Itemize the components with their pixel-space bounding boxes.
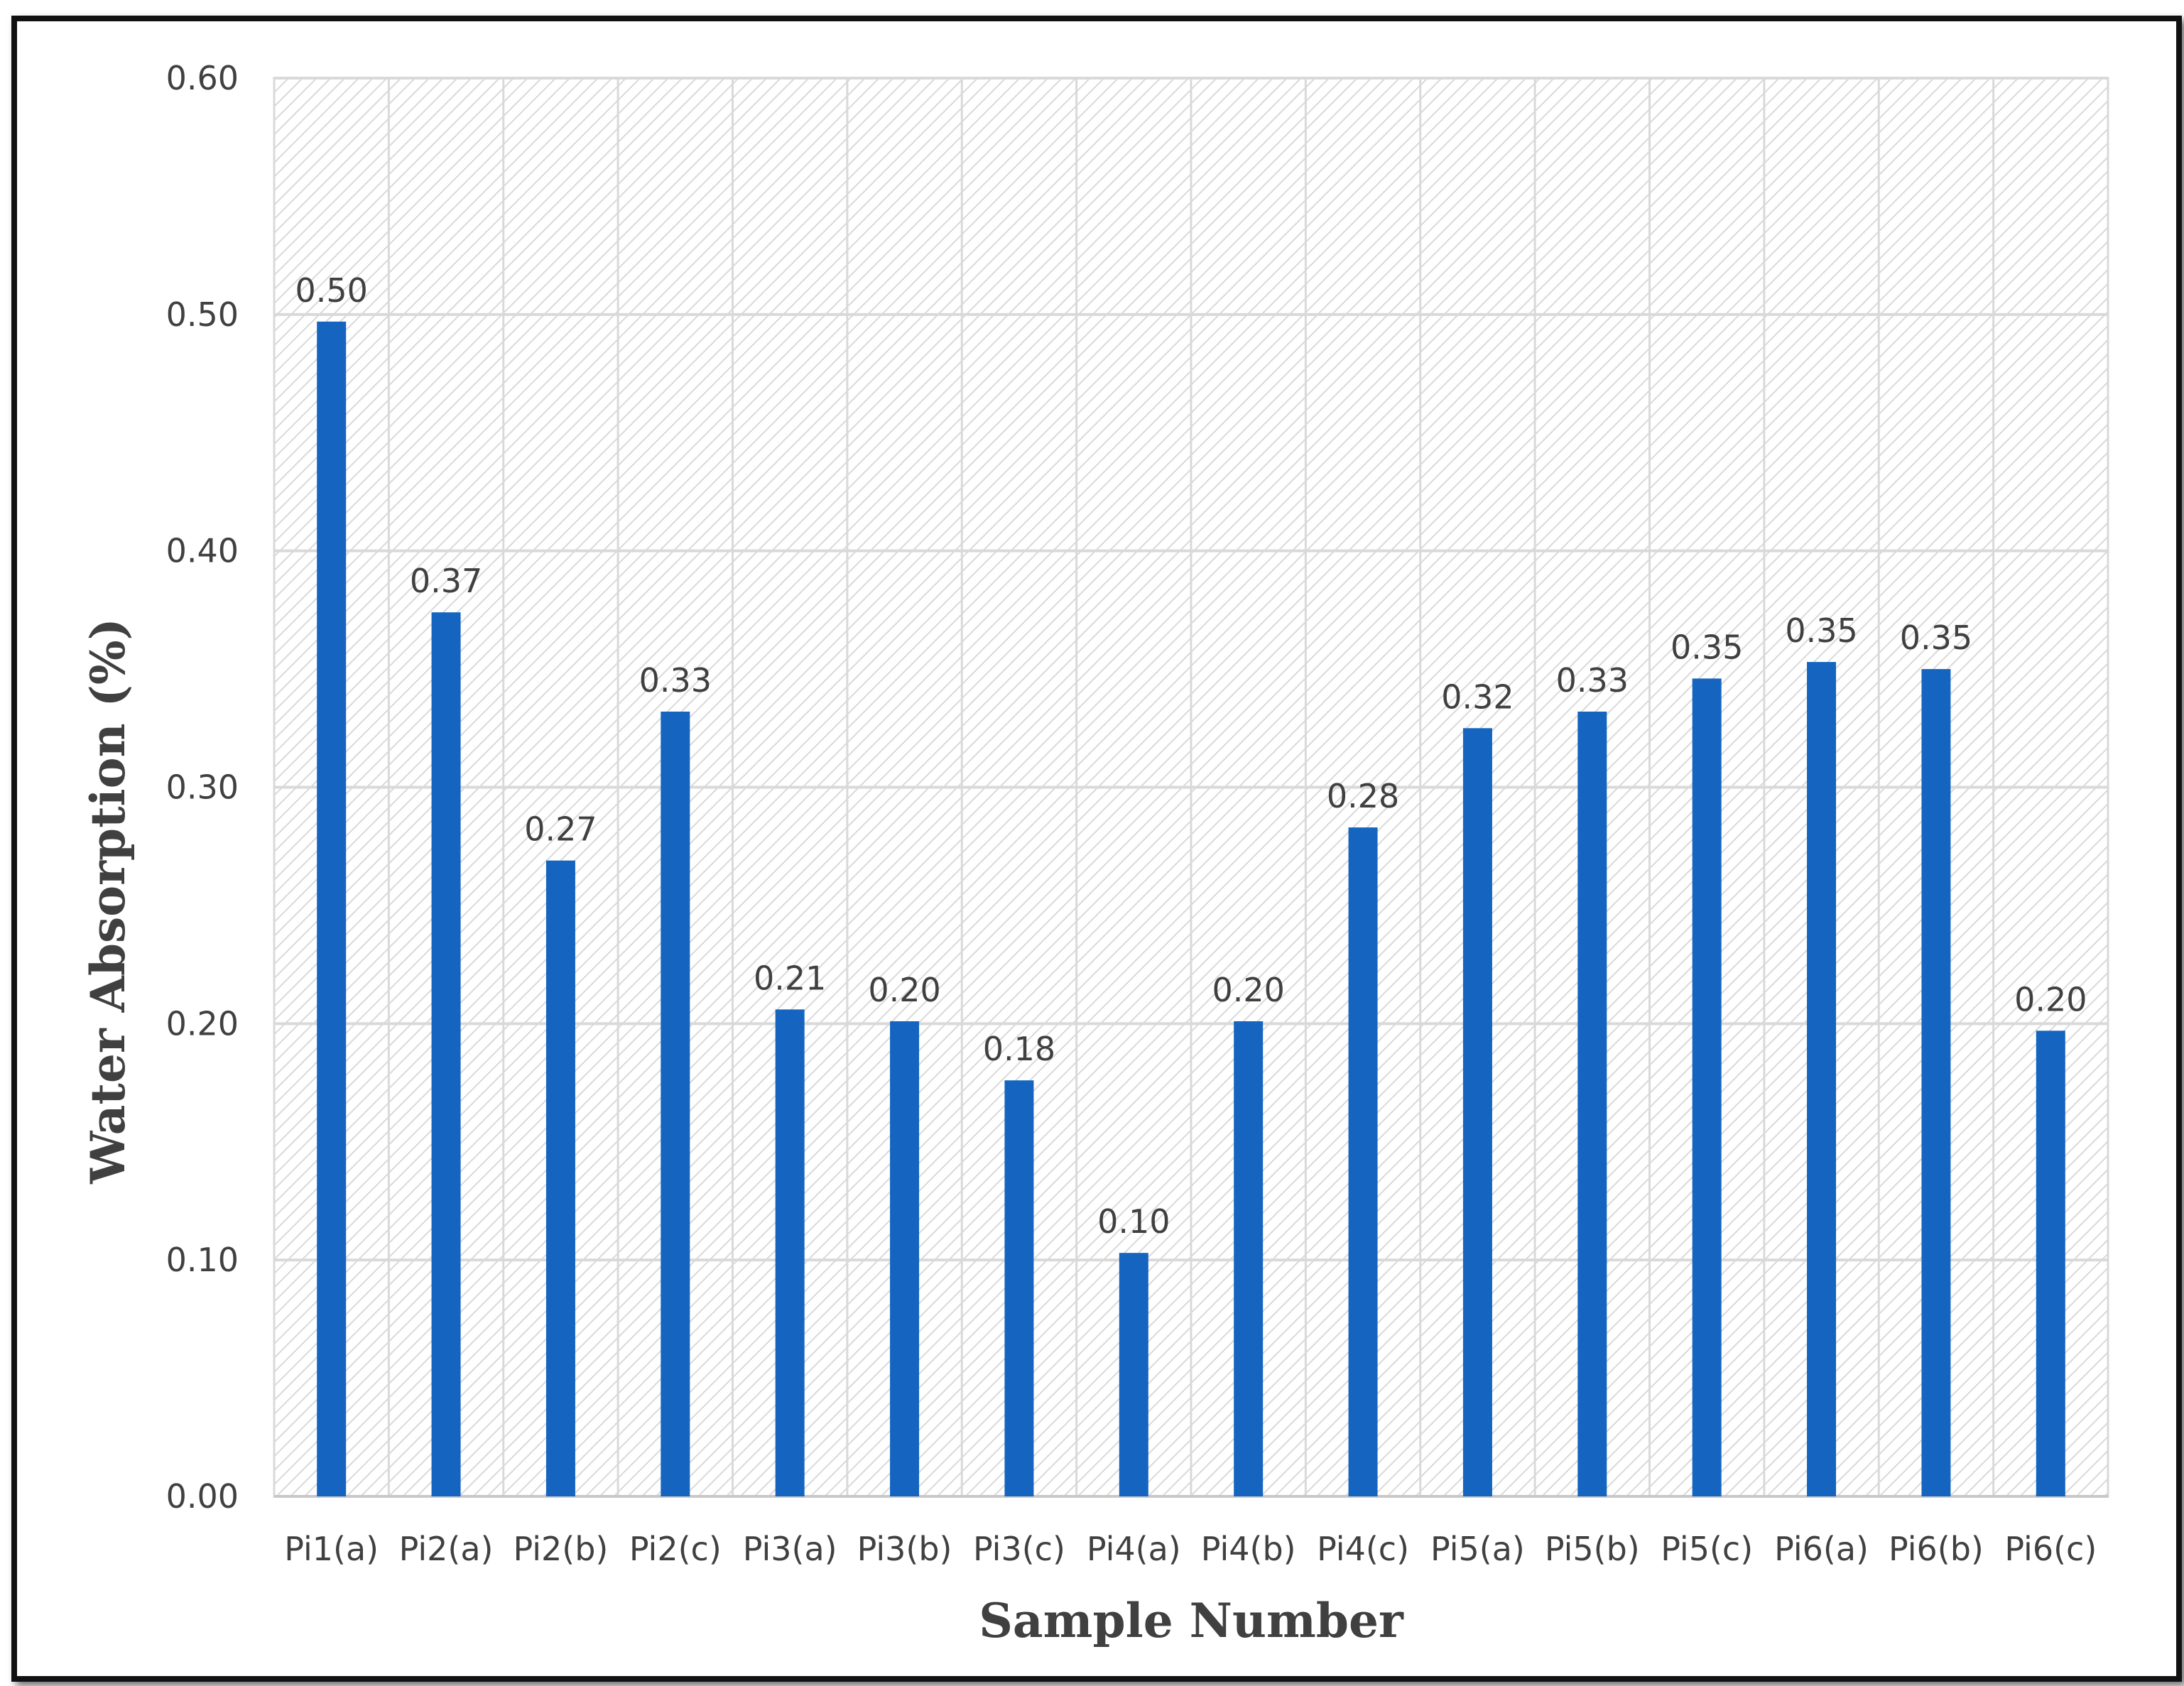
data-label: 0.33 <box>1556 661 1629 700</box>
data-label: 0.21 <box>754 959 826 997</box>
data-label: 0.32 <box>1441 678 1514 716</box>
bar <box>317 321 347 1496</box>
x-tick-label: Pi6(c) <box>2004 1530 2097 1568</box>
data-label: 0.33 <box>639 661 712 700</box>
data-label: 0.20 <box>868 971 940 1009</box>
bar <box>545 860 575 1496</box>
bar <box>775 1009 805 1496</box>
x-tick-label: Pi6(a) <box>1774 1530 1869 1568</box>
data-label: 0.20 <box>2014 980 2087 1018</box>
data-labels: 0.50 0.37 0.27 0.33 0.21 0.20 0.18 0.10 0.20 0.28… <box>295 271 2087 1241</box>
bars <box>317 321 2065 1497</box>
data-label: 0.28 <box>1327 777 1399 815</box>
bar <box>1921 669 1951 1497</box>
x-tick-label: Pi4(a) <box>1087 1530 1181 1568</box>
y-tick-label: 0.10 <box>166 1241 239 1279</box>
x-tick-label: Pi1(a) <box>284 1530 379 1568</box>
x-tick-label: Pi2(b) <box>514 1530 609 1568</box>
y-tick-label: 0.00 <box>166 1477 239 1516</box>
x-tick-label: Pi5(c) <box>1661 1530 1753 1568</box>
y-tick-label: 0.20 <box>166 1004 239 1043</box>
x-axis-ticks: Pi1(a) Pi2(a) Pi2(b) Pi2(c) Pi3(a) Pi3(b) Pi3(… <box>284 1530 2097 1568</box>
x-tick-label: Pi2(c) <box>629 1530 722 1568</box>
y-tick-label: 0.30 <box>166 768 239 807</box>
y-tick-label: 0.60 <box>166 59 239 97</box>
bar <box>1692 678 1722 1496</box>
data-label: 0.37 <box>410 562 482 600</box>
x-tick-label: Pi3(a) <box>743 1530 837 1568</box>
bar <box>1462 728 1492 1496</box>
bar <box>1348 827 1378 1496</box>
bar <box>431 612 461 1496</box>
bar <box>1119 1253 1148 1496</box>
y-tick-label: 0.50 <box>166 295 239 334</box>
data-label: 0.18 <box>983 1030 1055 1068</box>
data-label: 0.35 <box>1785 611 1857 650</box>
bar <box>2036 1030 2065 1496</box>
x-tick-label: Pi5(b) <box>1545 1530 1640 1568</box>
bar <box>1004 1080 1034 1496</box>
y-axis-title: Water Absorption (%) <box>80 618 136 1185</box>
data-label: 0.20 <box>1212 971 1284 1009</box>
x-tick-label: Pi3(b) <box>857 1530 952 1568</box>
data-label: 0.35 <box>1900 619 1972 657</box>
data-label: 0.27 <box>524 810 597 849</box>
x-axis-title: Sample Number <box>979 1593 1404 1648</box>
x-tick-label: Pi2(a) <box>399 1530 494 1568</box>
x-tick-label: Pi4(b) <box>1201 1530 1296 1568</box>
bar <box>1577 711 1607 1496</box>
bar <box>1234 1021 1264 1496</box>
y-tick-label: 0.40 <box>166 532 239 570</box>
data-label: 0.35 <box>1670 628 1743 666</box>
gridlines <box>273 77 2109 1498</box>
x-tick-label: Pi4(c) <box>1317 1530 1409 1568</box>
x-tick-label: Pi5(a) <box>1430 1530 1525 1568</box>
bar <box>1807 662 1837 1496</box>
y-axis-ticks: 0.00 0.10 0.20 0.30 0.40 0.50 0.60 <box>166 59 239 1516</box>
x-tick-label: Pi3(c) <box>973 1530 1065 1568</box>
bar <box>890 1021 920 1496</box>
x-tick-label: Pi6(b) <box>1889 1530 1984 1568</box>
bar <box>661 711 690 1496</box>
data-label: 0.50 <box>295 271 367 310</box>
data-label: 0.10 <box>1097 1202 1170 1241</box>
